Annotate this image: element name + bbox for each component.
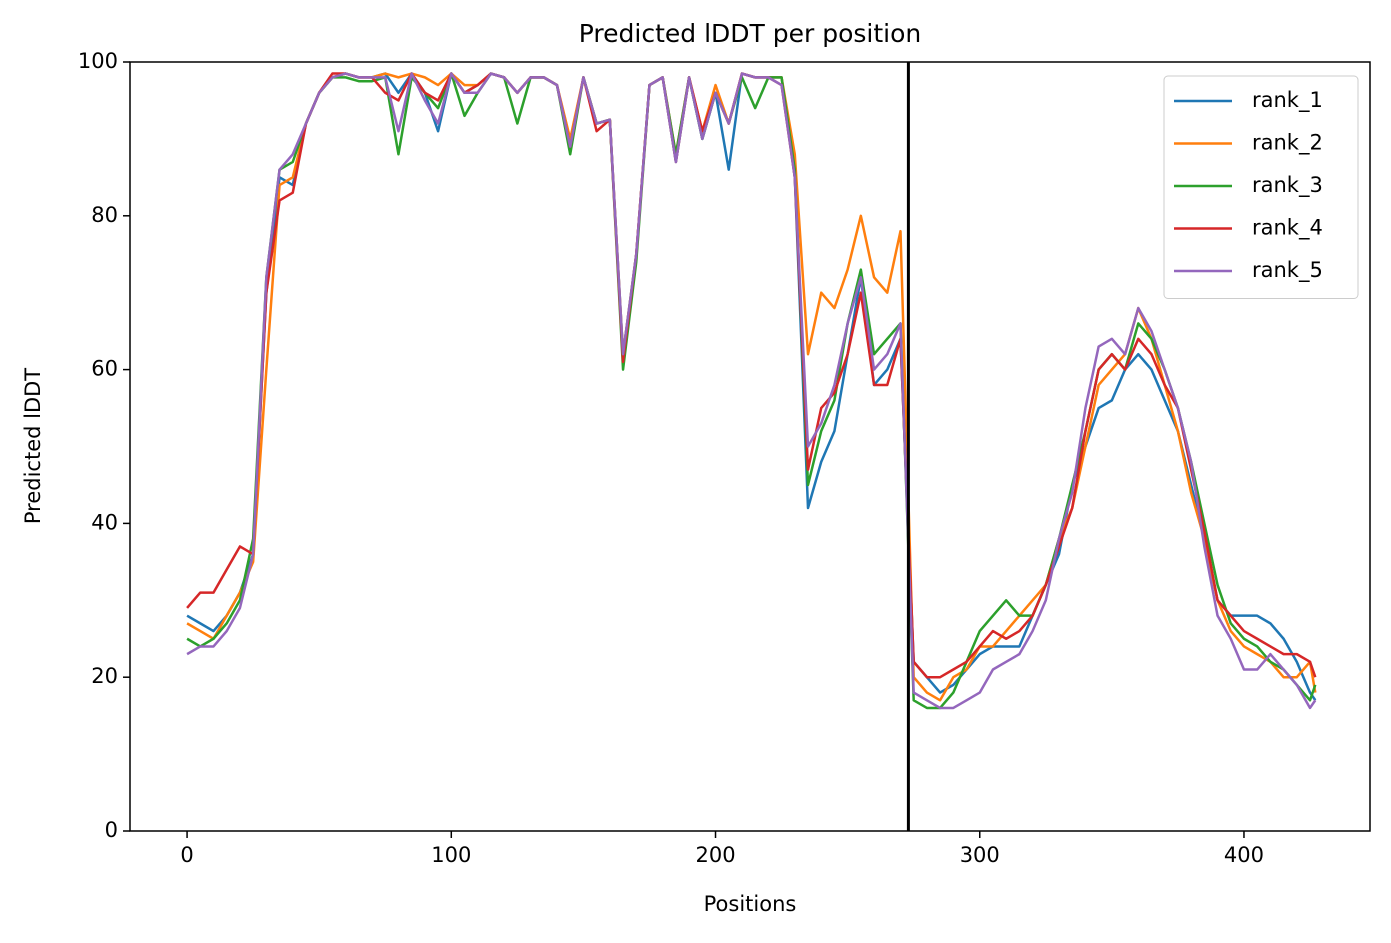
y-tick-label: 0 xyxy=(105,818,118,842)
series-line xyxy=(186,72,1317,710)
chart-title: Predicted lDDT per position xyxy=(579,19,921,48)
x-axis-label: Positions xyxy=(704,892,797,916)
plot-frame xyxy=(129,61,1371,832)
legend-label: rank_3 xyxy=(1252,173,1323,198)
y-axis-label: Predicted lDDT xyxy=(21,368,45,524)
y-tick-label: 40 xyxy=(91,510,118,534)
series-line xyxy=(186,72,1317,710)
x-tick-label: 200 xyxy=(695,843,735,867)
x-tick-label: 300 xyxy=(960,843,1000,867)
legend-label: rank_5 xyxy=(1252,258,1323,283)
legend-label: rank_1 xyxy=(1252,88,1323,113)
x-tick-label: 400 xyxy=(1224,843,1264,867)
x-tick-label: 0 xyxy=(180,843,193,867)
x-tick-label: 100 xyxy=(431,843,471,867)
legend-label: rank_4 xyxy=(1252,216,1323,241)
y-tick-label: 60 xyxy=(91,357,118,381)
y-tick-label: 100 xyxy=(78,49,118,73)
legend-label: rank_2 xyxy=(1252,131,1323,156)
y-tick-label: 80 xyxy=(91,203,118,227)
legend-box xyxy=(1163,75,1359,299)
y-tick-label: 20 xyxy=(91,664,118,688)
